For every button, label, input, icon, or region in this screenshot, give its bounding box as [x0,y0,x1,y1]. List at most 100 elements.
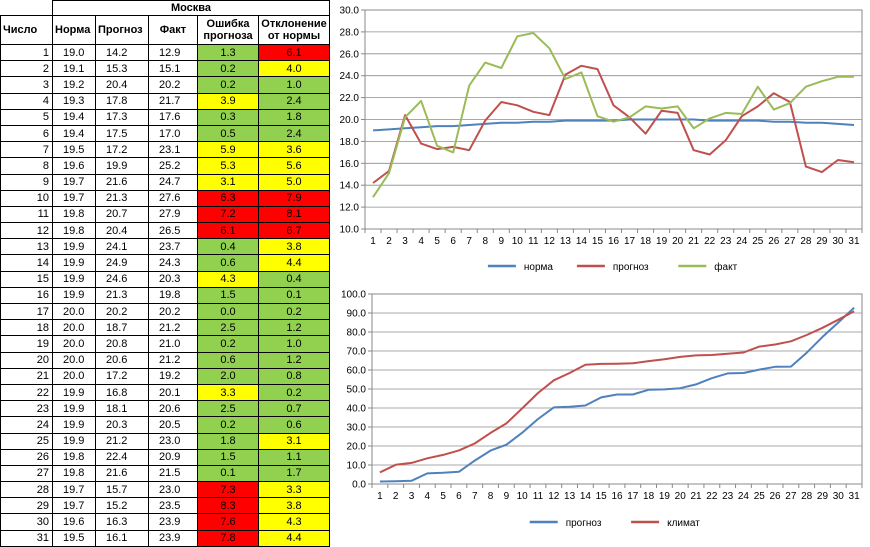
cell-day: 20 [0,351,53,369]
cell-deviation: 6.1 [258,43,330,62]
x-tick-label: 6 [456,491,462,502]
cell-day: 31 [0,529,53,547]
cell-forecast: 14.2 [95,43,149,62]
x-tick-label: 19 [656,236,668,247]
cell-norm: 20.0 [52,319,96,337]
cell-fact: 25.2 [148,157,198,175]
cell-error: 2.5 [197,400,259,418]
x-tick-label: 10 [512,236,524,247]
cell-deviation: 4.0 [258,60,330,78]
cell-day: 27 [0,464,53,483]
table-row: 22 19.9 16.8 20.1 3.3 0.2 [0,383,330,402]
x-tick-label: 3 [409,491,415,502]
x-tick-label: 29 [817,491,829,502]
cell-forecast: 20.6 [95,351,149,369]
cell-norm: 19.5 [52,529,96,547]
cell-fact: 24.3 [148,254,198,272]
cell-fact: 12.9 [148,43,198,62]
cell-error: 8.3 [197,497,259,515]
x-tick-label: 11 [528,236,539,247]
cell-day: 5 [0,108,53,126]
legend-label: прогноз [613,262,649,273]
cell-deviation: 1.0 [258,76,330,94]
cell-forecast: 20.4 [95,222,149,240]
x-tick-label: 17 [627,491,639,502]
cell-norm: 20.0 [52,351,96,369]
cell-forecast: 20.7 [95,205,149,224]
cell-deviation: 3.6 [258,141,330,159]
cell-error: 0.5 [197,124,259,143]
table-row: 16 19.9 21.3 19.8 1.5 0.1 [0,286,330,305]
cell-forecast: 17.2 [95,141,149,159]
cell-norm: 19.9 [52,416,96,434]
cell-forecast: 15.3 [95,60,149,78]
x-tick-label: 14 [580,491,592,502]
x-tick-label: 8 [482,236,488,247]
x-tick-label: 27 [785,491,797,502]
cell-day: 22 [0,383,53,402]
cell-norm: 19.6 [52,513,96,531]
cell-norm: 19.8 [52,222,96,240]
x-tick-label: 4 [418,236,424,247]
table-row: 24 19.9 20.3 20.5 0.2 0.6 [0,416,330,434]
cell-norm: 20.0 [52,335,96,353]
cell-norm: 19.3 [52,92,96,110]
x-tick-label: 9 [498,236,504,247]
header-deviation: Отклонение от нормы [258,15,330,45]
table-row: 13 19.9 24.1 23.7 0.4 3.8 [0,238,330,256]
cell-norm: 19.9 [52,400,96,418]
header-row: Число Норма Прогноз Факт Ошибка прогноза… [0,15,330,45]
cell-day: 30 [0,513,53,531]
cell-forecast: 16.1 [95,529,149,547]
cell-forecast: 16.8 [95,383,149,402]
x-tick-label: 31 [849,491,861,502]
cell-deviation: 0.2 [258,383,330,402]
cell-forecast: 15.2 [95,497,149,515]
cell-error: 1.3 [197,43,259,62]
cell-day: 1 [0,43,53,62]
y-tick-label: 12.0 [340,203,360,214]
cell-error: 1.5 [197,448,259,466]
cell-norm: 19.4 [52,124,96,143]
x-tick-label: 22 [704,236,716,247]
cell-deviation: 3.8 [258,497,330,515]
cell-norm: 20.0 [52,367,96,385]
cell-forecast: 20.3 [95,416,149,434]
cell-error: 7.3 [197,481,259,499]
y-tick-label: 100.0 [341,290,366,301]
cell-forecast: 21.6 [95,173,149,191]
x-tick-label: 24 [738,491,750,502]
cell-deviation: 0.2 [258,302,330,321]
cell-day: 7 [0,141,53,159]
x-tick-label: 30 [833,491,845,502]
cell-norm: 19.6 [52,157,96,175]
cell-error: 7.2 [197,205,259,224]
table-row: 7 19.5 17.2 23.1 5.9 3.6 [0,141,330,159]
x-tick-label: 18 [640,236,652,247]
table-row: 5 19.4 17.3 17.6 0.3 1.8 [0,108,330,126]
city-row: Москва [0,0,330,16]
cell-norm: 19.7 [52,497,96,515]
x-tick-label: 8 [488,491,494,502]
cell-deviation: 4.4 [258,529,330,547]
legend-label: климат [667,518,700,529]
cell-day: 17 [0,302,53,321]
x-tick-label: 29 [816,236,828,247]
x-tick-label: 26 [770,491,782,502]
cell-forecast: 24.9 [95,254,149,272]
cell-deviation: 3.8 [258,238,330,256]
cell-forecast: 18.1 [95,400,149,418]
header-fact: Факт [148,15,198,45]
table-row: 29 19.7 15.2 23.5 8.3 3.8 [0,497,330,515]
x-tick-label: 17 [624,236,636,247]
cell-deviation: 0.8 [258,367,330,385]
cell-day: 25 [0,432,53,450]
cell-forecast: 17.5 [95,124,149,143]
x-tick-label: 1 [370,236,376,247]
cell-error: 0.2 [197,416,259,434]
table-row: 20 20.0 20.6 21.2 0.6 1.2 [0,351,330,369]
table-row: 25 19.9 21.2 23.0 1.8 3.1 [0,432,330,450]
series-line-1 [372,64,855,184]
cell-error: 3.1 [197,173,259,191]
table-row: 6 19.4 17.5 17.0 0.5 2.4 [0,124,330,143]
